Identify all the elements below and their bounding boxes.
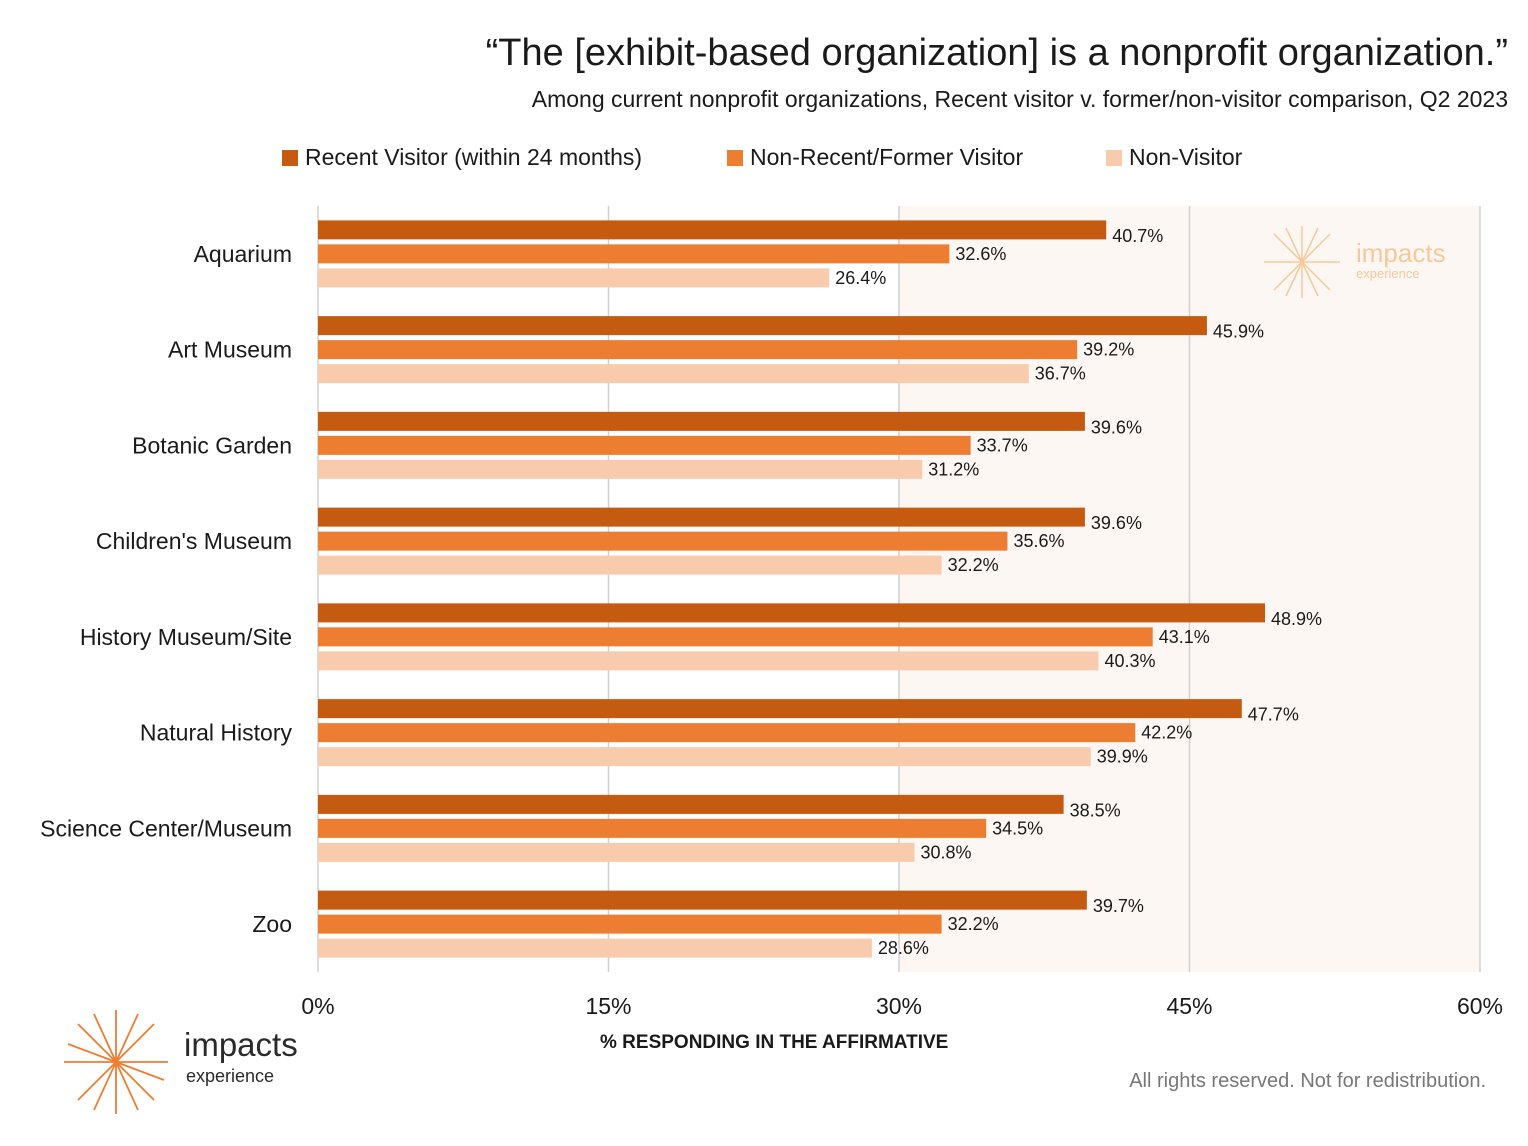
data-label: 39.6% xyxy=(1091,513,1142,533)
legend: Recent Visitor (within 24 months) Non-Re… xyxy=(0,144,1528,178)
legend-swatch-non xyxy=(1106,149,1122,166)
bar xyxy=(318,938,872,958)
category-label: History Museum/Site xyxy=(80,624,292,650)
category-label: Zoo xyxy=(252,911,292,937)
data-label: 43.1% xyxy=(1159,627,1210,647)
data-label: 40.7% xyxy=(1112,226,1163,246)
bar xyxy=(318,340,1078,360)
bar xyxy=(318,723,1136,743)
bar xyxy=(318,316,1207,336)
category-label: Science Center/Museum xyxy=(40,815,292,841)
data-label: 39.6% xyxy=(1091,417,1142,437)
data-label: 31.2% xyxy=(928,459,979,479)
data-label: 36.7% xyxy=(1035,364,1086,384)
legend-swatch-recent xyxy=(282,149,298,166)
data-label: 40.3% xyxy=(1104,651,1155,671)
legend-swatch-former xyxy=(727,149,743,166)
x-axis-label: % RESPONDING IN THE AFFIRMATIVE xyxy=(600,1032,949,1053)
legend-item-former: Non-Recent/Former Visitor xyxy=(727,144,1023,171)
data-label: 42.2% xyxy=(1141,723,1192,743)
chart-subtitle: Among current nonprofit organizations, R… xyxy=(531,86,1508,112)
category-label: Aquarium xyxy=(194,241,292,267)
bar xyxy=(318,244,950,264)
watermark-sunburst-icon xyxy=(1264,226,1340,298)
data-label: 39.2% xyxy=(1083,340,1134,360)
bar xyxy=(318,268,830,288)
bar xyxy=(318,794,1064,814)
x-tick-label: 45% xyxy=(1166,993,1212,1019)
logo-sunburst-icon xyxy=(64,1010,168,1114)
bar xyxy=(318,507,1085,527)
legend-label-non: Non-Visitor xyxy=(1129,144,1243,170)
data-label: 34.5% xyxy=(992,818,1043,838)
legend-item-non: Non-Visitor xyxy=(1106,144,1242,171)
bar xyxy=(318,818,987,838)
bar xyxy=(318,603,1266,623)
bar xyxy=(318,842,915,862)
bar xyxy=(318,459,923,479)
data-label: 38.5% xyxy=(1070,800,1121,820)
data-label: 32.2% xyxy=(948,914,999,934)
watermark-subtext: experience xyxy=(1356,266,1420,281)
bar xyxy=(318,747,1091,767)
x-tick-label: 30% xyxy=(876,993,922,1019)
data-label: 33.7% xyxy=(977,435,1028,455)
bar xyxy=(318,651,1099,671)
logo-subtext: experience xyxy=(186,1066,275,1086)
bar xyxy=(318,220,1107,240)
bar xyxy=(318,435,971,455)
watermark-text: impacts xyxy=(1356,238,1446,268)
bar xyxy=(318,627,1153,647)
bar xyxy=(318,890,1087,910)
data-label: 32.6% xyxy=(955,244,1006,264)
legend-label-recent: Recent Visitor (within 24 months) xyxy=(305,144,643,170)
category-label: Natural History xyxy=(140,720,293,746)
data-label: 32.2% xyxy=(948,555,999,575)
data-label: 45.9% xyxy=(1213,322,1264,342)
bar xyxy=(318,555,942,575)
footer-note: All rights reserved. Not for redistribut… xyxy=(1129,1070,1486,1092)
category-label: Children's Museum xyxy=(96,528,292,554)
logo-text: impacts xyxy=(184,1026,298,1063)
data-label: 28.6% xyxy=(878,938,929,958)
category-label: Botanic Garden xyxy=(132,432,292,458)
bar xyxy=(318,411,1085,431)
x-tick-label: 15% xyxy=(585,993,631,1019)
data-label: 26.4% xyxy=(835,268,886,288)
x-tick-label: 60% xyxy=(1457,993,1503,1019)
legend-label-former: Non-Recent/Former Visitor xyxy=(750,144,1024,170)
data-label: 48.9% xyxy=(1271,609,1322,629)
category-label: Art Museum xyxy=(168,337,292,363)
x-tick-label: 0% xyxy=(301,993,334,1019)
bar xyxy=(318,531,1008,551)
bar xyxy=(318,364,1029,384)
chart-title: “The [exhibit-based organization] is a n… xyxy=(485,32,1508,74)
data-label: 35.6% xyxy=(1013,531,1064,551)
bar xyxy=(318,914,942,934)
data-label: 30.8% xyxy=(920,842,971,862)
legend-item-recent: Recent Visitor (within 24 months) xyxy=(282,144,642,171)
bar xyxy=(318,699,1242,719)
data-label: 39.7% xyxy=(1093,896,1144,916)
data-label: 39.9% xyxy=(1097,747,1148,767)
data-label: 47.7% xyxy=(1248,705,1299,725)
